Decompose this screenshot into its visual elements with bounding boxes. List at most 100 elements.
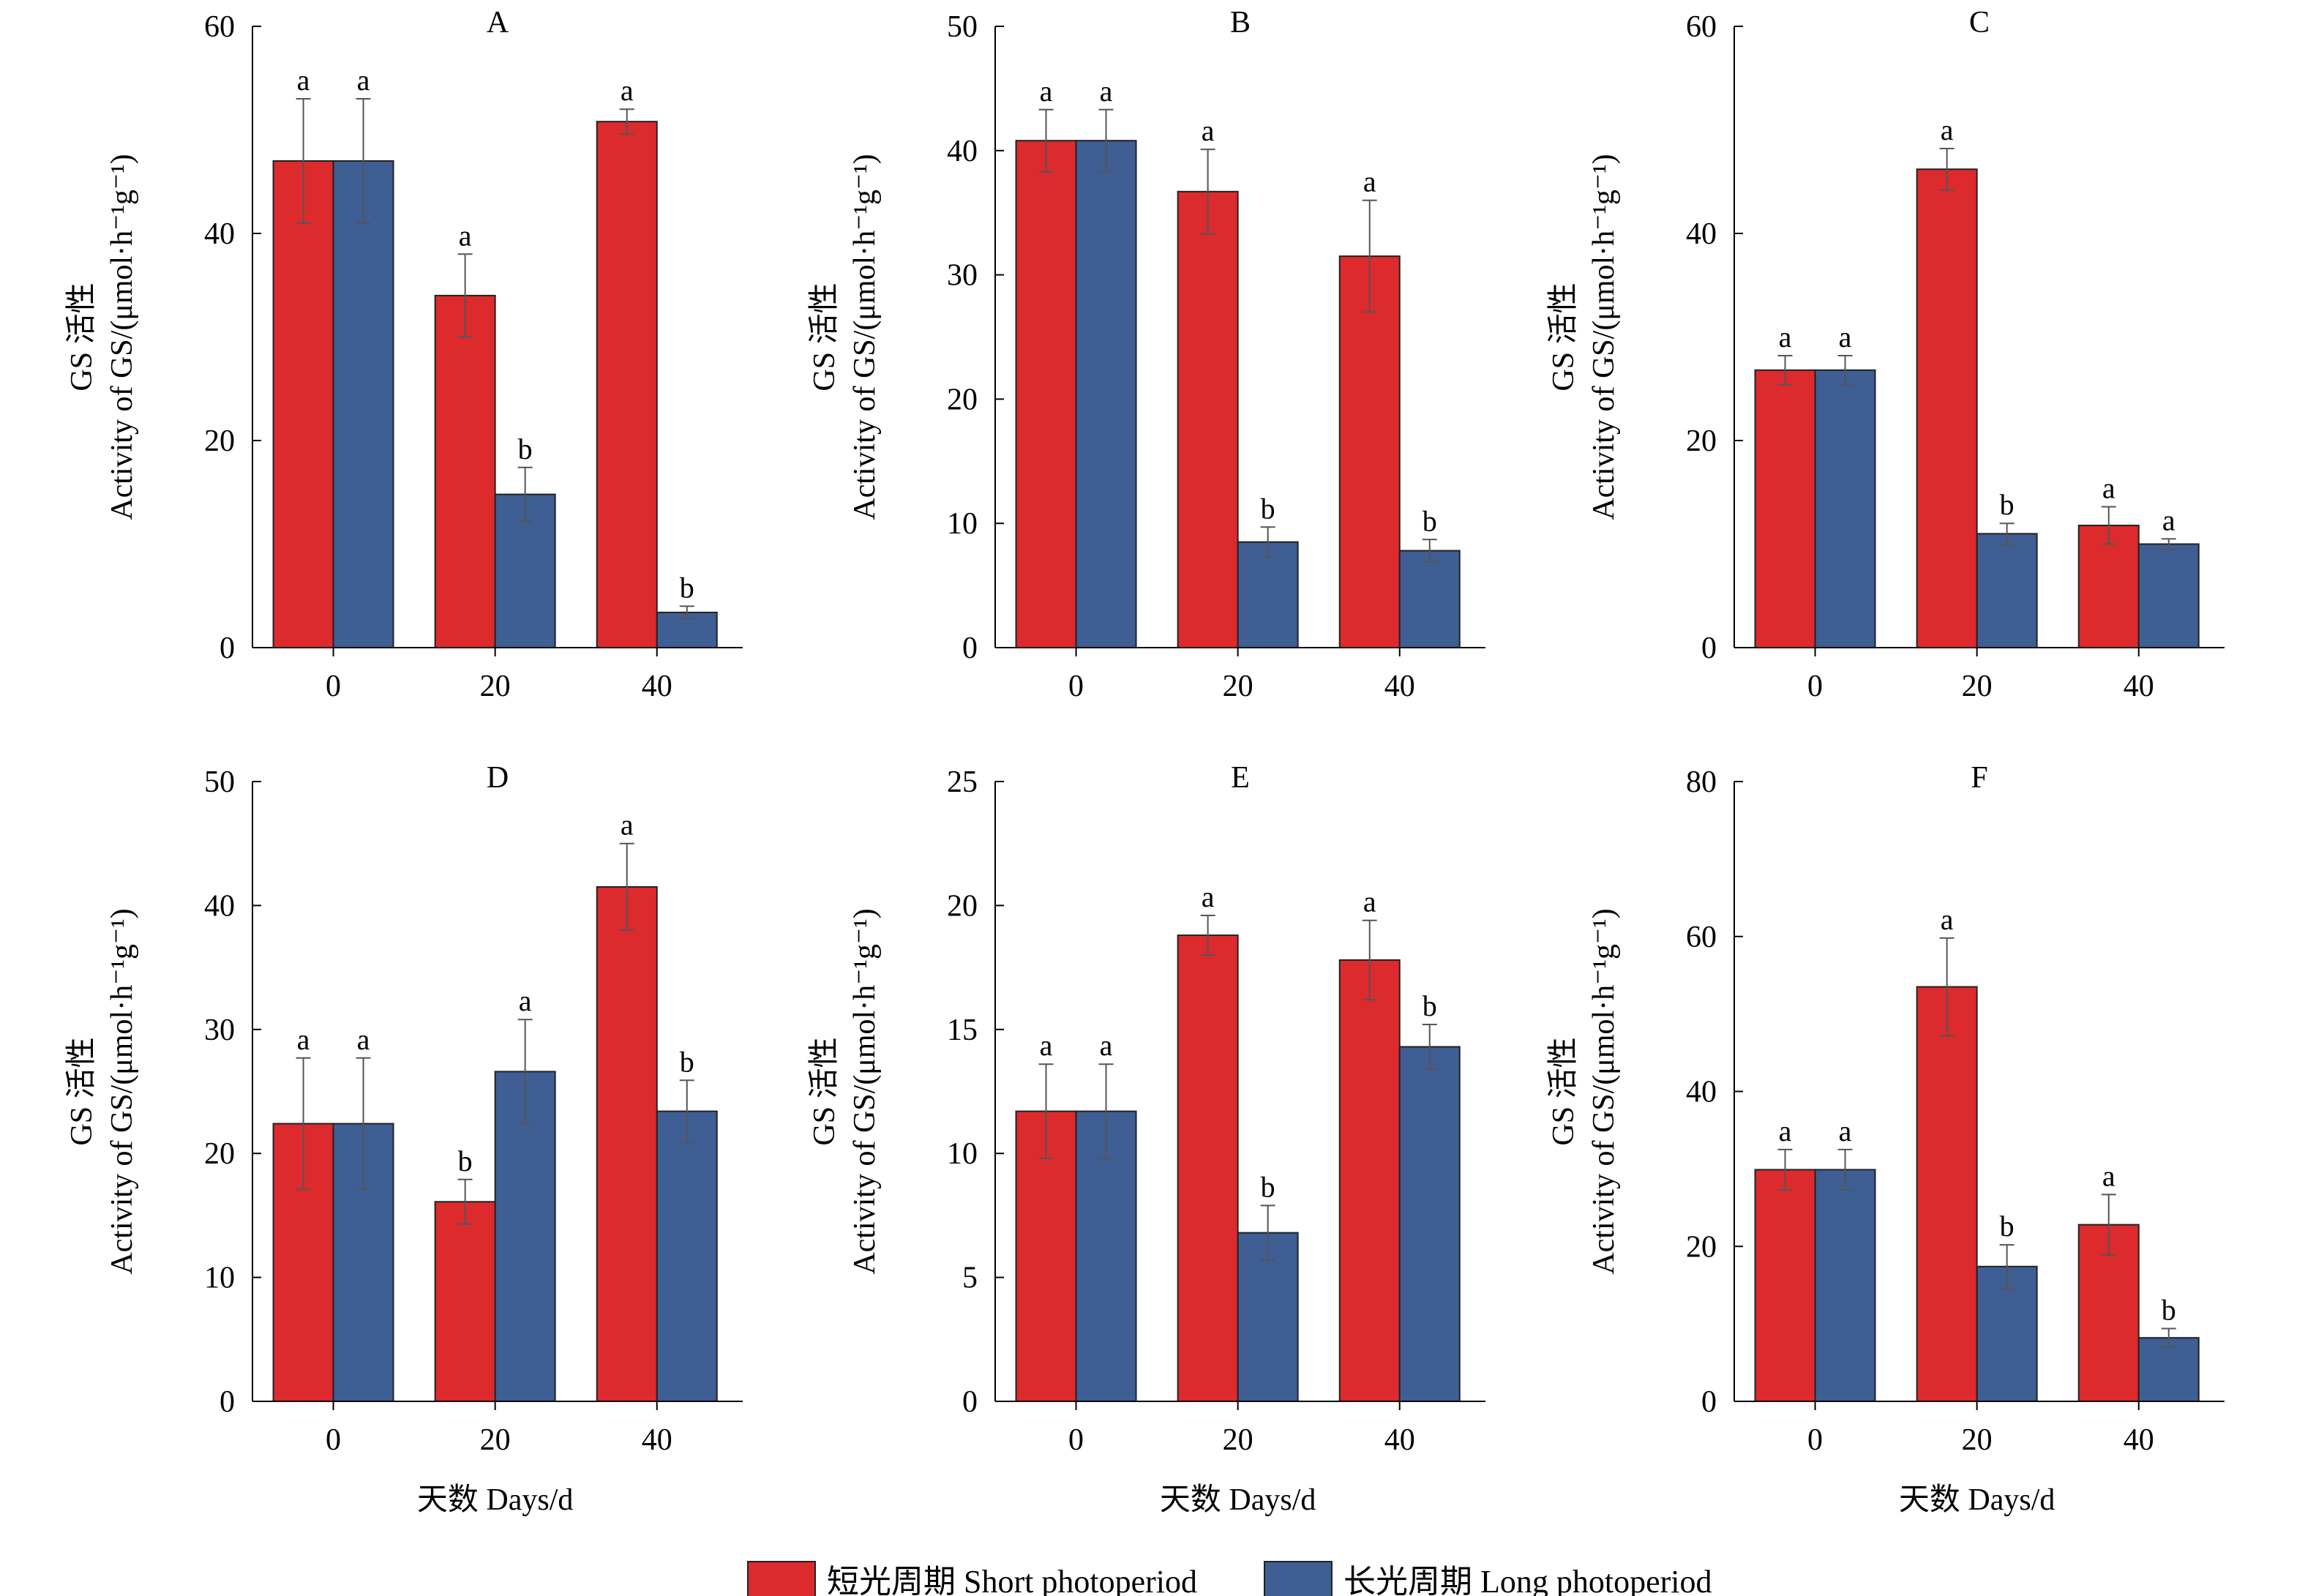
bar-short-0: [272, 160, 334, 648]
significance-label: a: [621, 809, 634, 842]
y-tick-label: 50: [947, 10, 978, 44]
y-axis-label-en: Activity of GS/(μmol·h⁻¹g⁻¹): [848, 154, 882, 520]
panel-d: a a 0 b a 20 a b 40 0 10 20 30 40 50 D GS 活性 Activity of …: [65, 761, 743, 1517]
bar-long-20: [494, 1071, 556, 1402]
bar-long-40: [656, 1110, 718, 1402]
y-tick-label: 80: [1686, 765, 1717, 799]
panel-title: B: [1230, 6, 1251, 40]
bar-short-40: [1338, 255, 1401, 648]
x-axis-label: 天数 Days/d: [1899, 1483, 2055, 1517]
y-tick-label: 0: [1701, 1385, 1717, 1419]
significance-label: a: [621, 74, 634, 107]
significance-label: b: [680, 571, 694, 604]
significance-label: a: [459, 219, 472, 252]
significance-label: b: [458, 1144, 473, 1177]
y-tick-label: 30: [947, 259, 978, 293]
y-tick-label: 0: [1701, 632, 1717, 665]
bar-short-20: [1916, 168, 1978, 648]
y-tick-label: 40: [204, 217, 235, 251]
bar-long-40: [2137, 543, 2200, 648]
x-tick-label: 40: [642, 1423, 672, 1457]
x-tick-label: 0: [1807, 1423, 1823, 1457]
y-tick-label: 20: [204, 424, 235, 458]
significance-label: b: [1261, 1170, 1275, 1203]
bar-long-0: [1814, 369, 1876, 648]
y-tick-label: 20: [1686, 424, 1717, 458]
y-axis-label-cn: GS 活性: [808, 1037, 842, 1145]
x-tick-label: 20: [1223, 1423, 1253, 1457]
bar-short-0: [1015, 140, 1077, 648]
x-tick-label: 20: [1962, 670, 1993, 703]
bar-short-20: [1177, 934, 1239, 1402]
significance-label: a: [1040, 1029, 1053, 1062]
significance-label: a: [2162, 503, 2175, 536]
bar-long-40: [2137, 1337, 2200, 1402]
significance-label: a: [1202, 880, 1215, 913]
bar-long-0: [1075, 1110, 1137, 1402]
significance-label: a: [1839, 321, 1852, 353]
bar-long-0: [1814, 1169, 1876, 1402]
significance-label: a: [357, 1023, 370, 1056]
y-tick-label: 50: [204, 765, 235, 799]
significance-label: b: [518, 432, 533, 465]
significance-label: a: [1202, 114, 1215, 147]
significance-label: a: [1100, 75, 1113, 108]
significance-label: a: [1941, 903, 1954, 936]
bar-short-40: [596, 885, 658, 1402]
x-axis-label: 天数 Days/d: [1160, 1483, 1316, 1517]
x-tick-label: 20: [480, 670, 511, 703]
y-tick-label: 40: [947, 135, 978, 168]
y-tick-label: 20: [204, 1137, 235, 1171]
y-axis-label-cn: GS 活性: [65, 1037, 99, 1145]
bar-short-0: [1754, 369, 1816, 648]
significance-label: b: [1423, 989, 1437, 1022]
legend-label-short: 短光周期 Short photoperiod: [827, 1564, 1197, 1596]
significance-label: b: [2000, 1210, 2014, 1243]
x-tick-label: 40: [2124, 1423, 2154, 1457]
y-tick-label: 40: [1686, 217, 1717, 251]
significance-label: a: [297, 1023, 310, 1056]
y-tick-label: 60: [1686, 10, 1717, 44]
significance-label: b: [2000, 488, 2014, 521]
significance-label: a: [1363, 885, 1376, 918]
y-axis-label-en: Activity of GS/(μmol·h⁻¹g⁻¹): [105, 154, 139, 520]
bar-long-20: [1237, 541, 1299, 648]
bar-short-0: [1754, 1169, 1816, 1402]
significance-label: a: [519, 984, 532, 1017]
bar-long-40: [656, 611, 718, 649]
significance-label: a: [1363, 165, 1376, 198]
y-axis-label-en: Activity of GS/(μmol·h⁻¹g⁻¹): [848, 908, 882, 1274]
significance-label: a: [1779, 1114, 1792, 1147]
significance-label: a: [357, 64, 370, 97]
panel-title: F: [1971, 761, 1987, 795]
y-tick-label: 0: [962, 1385, 978, 1419]
y-tick-label: 10: [204, 1262, 235, 1295]
bar-short-20: [434, 1201, 496, 1402]
x-axis-label: 天数 Days/d: [417, 1483, 574, 1517]
panel-title: C: [1969, 6, 1990, 40]
x-tick-label: 40: [1384, 670, 1415, 703]
significance-label: a: [1941, 113, 1954, 146]
bar-long-40: [1398, 1046, 1461, 1402]
x-tick-label: 40: [642, 670, 672, 703]
y-axis-label-en: Activity of GS/(μmol·h⁻¹g⁻¹): [105, 908, 139, 1274]
y-tick-label: 0: [220, 632, 235, 665]
bar-long-40: [1398, 550, 1461, 649]
y-tick-label: 30: [204, 1014, 235, 1047]
bar-long-0: [332, 160, 394, 648]
y-tick-label: 60: [204, 10, 235, 44]
y-tick-label: 20: [947, 889, 978, 923]
bar-short-40: [2077, 525, 2140, 649]
significance-label: b: [1261, 492, 1275, 525]
bar-long-0: [1075, 140, 1137, 648]
bar-short-40: [1338, 959, 1401, 1403]
significance-label: b: [680, 1045, 694, 1078]
y-tick-label: 10: [947, 507, 978, 541]
panel-title: E: [1231, 761, 1250, 795]
panel-title: A: [487, 6, 509, 40]
x-tick-label: 20: [1962, 1423, 1993, 1457]
bar-short-20: [1916, 986, 1978, 1402]
y-axis-label-cn: GS 活性: [65, 282, 99, 391]
legend: 短光周期 Short photoperiod 长光周期 Long photope…: [747, 1561, 1712, 1596]
